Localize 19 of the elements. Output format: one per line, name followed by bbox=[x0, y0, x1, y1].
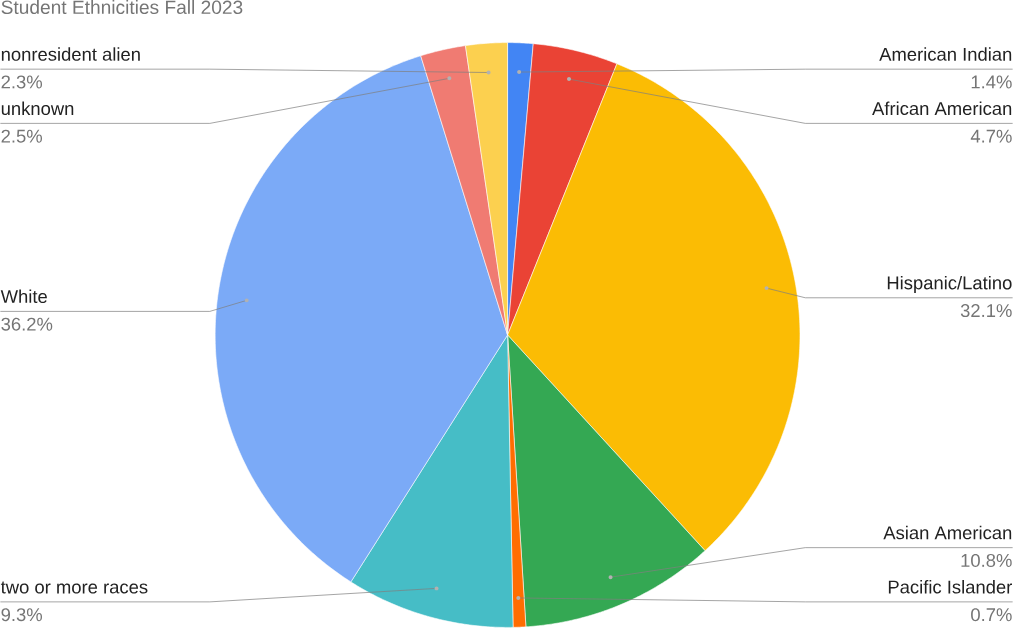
slice-label: nonresident alien bbox=[1, 47, 140, 61]
slice-label: Asian American bbox=[883, 525, 1012, 540]
slice-label: two or more races bbox=[0, 581, 148, 594]
slice-label: African American bbox=[872, 101, 1012, 116]
slice-label: White bbox=[0, 289, 47, 304]
data-label: 10.8% bbox=[961, 554, 1012, 568]
slice-label: unknown bbox=[1, 101, 74, 116]
slice-label: American Indian bbox=[879, 47, 1012, 61]
slice-label: Pacific Islander bbox=[888, 580, 1013, 594]
data-label: 1.4% bbox=[971, 75, 1012, 89]
data-label: 0.7% bbox=[971, 608, 1012, 622]
data-label: 9.3% bbox=[1, 608, 43, 622]
data-label: 4.7% bbox=[970, 129, 1012, 143]
slice-label: Hispanic/Latino bbox=[887, 276, 1012, 294]
data-label: 2.5% bbox=[1, 129, 43, 143]
chart-title: Student Ethnicities Fall 2023 bbox=[1, 0, 243, 15]
data-label: 2.3% bbox=[1, 75, 43, 89]
data-label: 36.2% bbox=[1, 317, 53, 331]
data-label: 32.1% bbox=[960, 304, 1012, 318]
